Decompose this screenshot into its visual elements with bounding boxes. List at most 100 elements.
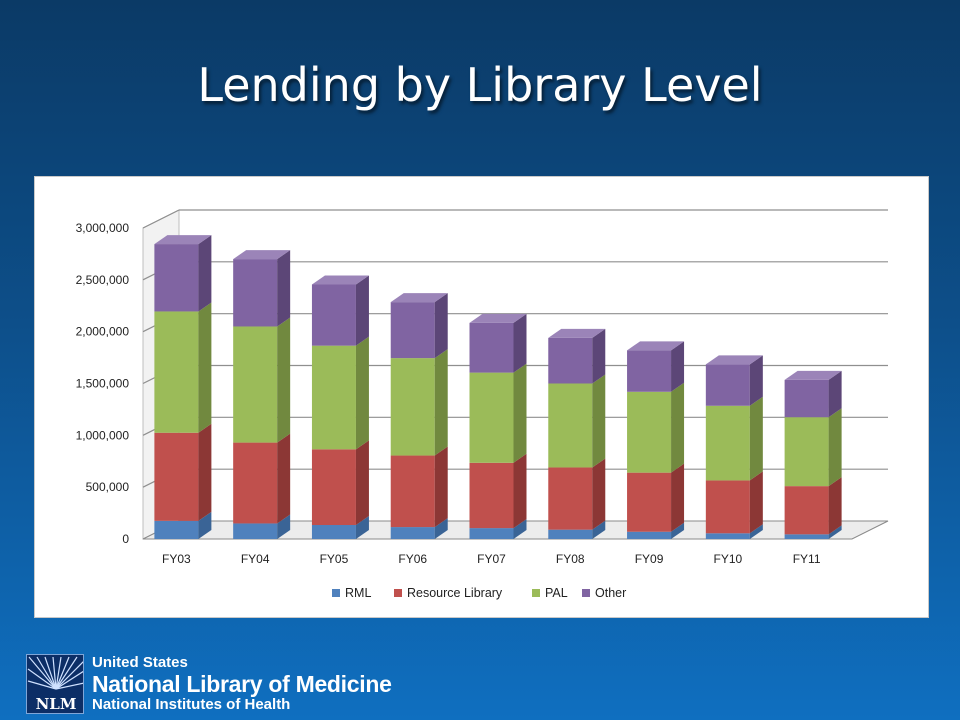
y-tick-label: 1,500,000	[76, 377, 130, 391]
bar-segment-side	[671, 522, 685, 539]
x-tick-label: FY11	[793, 552, 821, 566]
bar-segment	[311, 525, 356, 539]
bar-segment	[233, 326, 278, 443]
x-tick-label: FY06	[398, 552, 427, 566]
bar-segment-side	[749, 524, 763, 539]
bar-segment	[154, 244, 199, 312]
bar-segment-side	[198, 302, 212, 433]
bar-segment-side	[828, 370, 842, 418]
logo-line-nih: National Institutes of Health	[92, 696, 291, 713]
bar-segment-side	[513, 313, 527, 373]
bar-segment-side	[592, 458, 606, 530]
x-tick-label: FY08	[556, 552, 585, 566]
bar-segment-side	[592, 328, 606, 384]
bar-segment	[390, 455, 435, 528]
bar-segment	[548, 383, 593, 468]
bar-segment-side	[355, 275, 369, 346]
x-tick-label: FY05	[320, 552, 349, 566]
bar-top	[233, 250, 291, 260]
bar-segment-side	[355, 336, 369, 450]
bar-segment	[705, 533, 750, 539]
y-tick-label: 0	[122, 532, 129, 546]
bar-segment-side	[828, 408, 842, 487]
bar-segment-side	[277, 433, 291, 524]
bar-segment-side	[434, 518, 448, 539]
bar-segment-side	[198, 423, 212, 521]
x-tick-label: FY04	[241, 552, 270, 566]
bar-segment	[705, 480, 750, 534]
bar-segment	[154, 520, 199, 539]
bar-segment	[548, 337, 593, 384]
logo-line-united-states: United States	[92, 654, 188, 671]
x-tick-label: FY07	[477, 552, 506, 566]
legend-label: PAL	[545, 586, 568, 600]
legend-swatch	[394, 589, 402, 597]
x-tick-label: FY03	[162, 552, 191, 566]
bar-segment	[627, 472, 672, 532]
bar-segment	[705, 364, 750, 406]
bar-segment-side	[355, 516, 369, 539]
bar-segment-side	[277, 317, 291, 443]
logo-text: United States National Library of Medici…	[92, 654, 392, 714]
bar-segment	[390, 527, 435, 539]
bar-segment-side	[355, 440, 369, 526]
bar-segment-side	[434, 446, 448, 528]
bar-segment	[469, 462, 514, 529]
bar-segment	[233, 523, 278, 539]
chart-area: 0 500,000 1,000,000 1,500,000 2,000,000 2,500…	[34, 176, 929, 618]
bar-segment	[627, 531, 672, 539]
bar-segment-side	[828, 525, 842, 539]
nlm-logo: NLM United States National Library of Me…	[26, 654, 426, 714]
bar-segment-side	[592, 374, 606, 468]
bar-segment-side	[513, 519, 527, 539]
x-tick-label: FY10	[713, 552, 742, 566]
y-tick-label: 3,000,000	[76, 221, 130, 235]
legend-label: RML	[345, 586, 371, 600]
bar-top	[784, 370, 842, 380]
slide-title: Lending by Library Level	[197, 58, 763, 112]
bar-segment-side	[513, 453, 527, 529]
bar-segment-side	[749, 355, 763, 406]
y-tick-label: 1,000,000	[76, 428, 130, 442]
legend-swatch	[582, 589, 590, 597]
bar-segment-side	[513, 363, 527, 463]
bar-segment	[705, 405, 750, 481]
y-tick-label: 2,500,000	[76, 273, 130, 287]
stacked-bar-chart: 0 500,000 1,000,000 1,500,000 2,000,000 2,500…	[76, 209, 889, 600]
bar-segment-side	[434, 349, 448, 456]
bar-segment	[784, 417, 829, 487]
legend-swatch	[332, 589, 340, 597]
bar-top	[311, 275, 369, 285]
bar-segment-side	[198, 511, 212, 539]
y-tick-label: 2,000,000	[76, 325, 130, 339]
bar-top	[469, 313, 527, 323]
gridline-diagonal	[142, 209, 180, 229]
bar-segment	[469, 528, 514, 539]
bar-segment	[311, 345, 356, 450]
bar-segment-side	[434, 293, 448, 359]
logo-line-nlm: National Library of Medicine	[92, 671, 392, 697]
bar-segment	[311, 449, 356, 526]
bar-segment	[311, 284, 356, 346]
x-tick-label: FY09	[635, 552, 664, 566]
bar-segment	[154, 311, 199, 433]
bar-segment	[390, 302, 435, 359]
bar-segment	[548, 467, 593, 530]
bar-top	[390, 293, 448, 303]
bar-segment-side	[828, 477, 842, 535]
y-tick-label: 500,000	[86, 480, 130, 494]
bar-segment-side	[277, 250, 291, 327]
bar-segment-side	[671, 382, 685, 473]
legend-swatch	[532, 589, 540, 597]
bar-segment	[548, 529, 593, 539]
nlm-abbreviation: NLM	[35, 695, 77, 713]
bar-segment	[784, 486, 829, 535]
bar-segment	[154, 432, 199, 521]
bar-segment-side	[749, 471, 763, 534]
bar-segment	[469, 322, 514, 373]
bar-segment-side	[592, 520, 606, 539]
bar-top	[705, 355, 763, 365]
bar-segment	[469, 372, 514, 463]
bar-segment	[233, 259, 278, 327]
bar-segment-side	[198, 235, 212, 312]
